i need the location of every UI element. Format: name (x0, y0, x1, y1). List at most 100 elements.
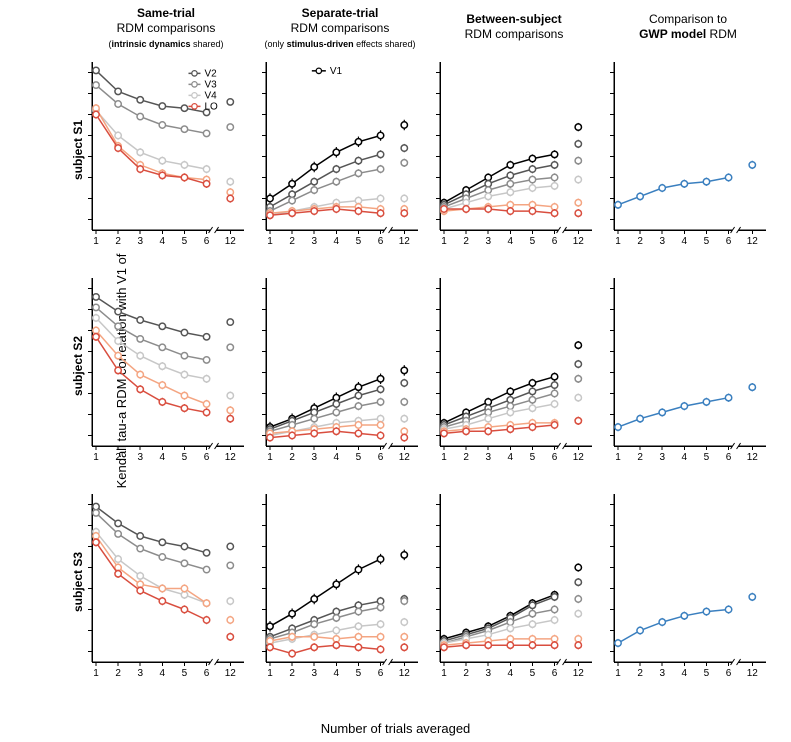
x-tick-label: 1 (93, 236, 99, 247)
x-tick-label: 5 (356, 668, 362, 679)
x-tick-label: 2 (115, 452, 121, 463)
series-V3 (270, 607, 381, 639)
marker (507, 409, 513, 415)
x-tick-label: 2 (637, 452, 643, 463)
series-GWP (618, 398, 729, 427)
x-tick-label: 4 (508, 236, 514, 247)
x-tick-label: 1 (615, 668, 621, 679)
marker (485, 193, 491, 199)
marker (441, 206, 447, 212)
marker (703, 179, 709, 185)
figure-root: Kendall tau-a RDM correlation with V1 of… (0, 0, 791, 742)
x-tick-label: 3 (659, 452, 665, 463)
x-tick-label: 12 (573, 452, 585, 463)
marker (551, 382, 557, 388)
marker (529, 611, 535, 617)
marker (615, 640, 621, 646)
marker (575, 210, 581, 216)
series-LO2 (96, 542, 207, 620)
marker (159, 172, 165, 178)
marker (93, 315, 99, 321)
marker (333, 149, 339, 155)
marker (401, 619, 407, 625)
marker (159, 554, 165, 560)
marker (725, 174, 731, 180)
series-V3 (444, 610, 555, 644)
col-title-separate-trial: Separate-trialRDM comparisons(only stimu… (260, 6, 420, 51)
x-tick-label: 1 (441, 236, 447, 247)
marker (637, 627, 643, 633)
marker (659, 185, 665, 191)
marker (203, 376, 209, 382)
marker (333, 166, 339, 172)
marker (551, 151, 557, 157)
x-tick-label: 12 (747, 668, 759, 679)
marker (575, 596, 581, 602)
marker (355, 392, 361, 398)
marker (575, 579, 581, 585)
marker (311, 164, 317, 170)
marker (507, 181, 513, 187)
x-tick-label: 3 (659, 668, 665, 679)
marker (227, 124, 233, 130)
x-tick-label: 6 (378, 236, 384, 247)
marker (355, 158, 361, 164)
x-tick-label: 5 (704, 668, 710, 679)
series-LO2 (96, 115, 207, 184)
x-tick-label: 6 (726, 668, 732, 679)
x-tick-label: 12 (573, 668, 585, 679)
series-LO2 (444, 209, 555, 213)
marker (93, 503, 99, 509)
marker (377, 556, 383, 562)
series-V3 (444, 394, 555, 428)
x-tick-label: 1 (441, 452, 447, 463)
marker (137, 371, 143, 377)
marker (485, 642, 491, 648)
marker (227, 416, 233, 422)
marker (333, 581, 339, 587)
marker (181, 329, 187, 335)
series-V2 (270, 601, 381, 637)
marker (507, 625, 513, 631)
marker (355, 608, 361, 614)
x-tick-label: 3 (137, 452, 143, 463)
marker (137, 113, 143, 119)
marker (551, 390, 557, 396)
x-tick-label: 2 (463, 452, 469, 463)
marker (485, 206, 491, 212)
marker (507, 426, 513, 432)
row-label-s3: subject S3 (71, 552, 85, 612)
marker (575, 642, 581, 648)
marker (507, 162, 513, 168)
marker (529, 185, 535, 191)
marker (575, 124, 581, 130)
marker (289, 197, 295, 203)
marker (441, 644, 447, 650)
marker (507, 172, 513, 178)
x-tick-label: 5 (356, 452, 362, 463)
marker (355, 403, 361, 409)
marker (355, 566, 361, 572)
series-LO (96, 331, 207, 405)
marker (507, 388, 513, 394)
panel-gwp-S1: 12345612 (608, 56, 768, 256)
marker (703, 399, 709, 405)
marker (159, 598, 165, 604)
marker (181, 543, 187, 549)
legend-item: V2 (204, 68, 217, 79)
x-tick-label: 2 (463, 236, 469, 247)
marker (355, 623, 361, 629)
x-tick-label: 5 (530, 236, 536, 247)
marker (333, 627, 339, 633)
legend-item: V3 (204, 79, 217, 90)
marker (355, 139, 361, 145)
marker (575, 158, 581, 164)
marker (181, 371, 187, 377)
x-tick-label: 5 (182, 236, 188, 247)
series-GWP (618, 610, 729, 644)
series-LO (96, 108, 207, 179)
marker (159, 539, 165, 545)
x-tick-label: 1 (615, 452, 621, 463)
panel-sep-S1: 12345612V1 (260, 56, 420, 256)
x-tick-label: 3 (137, 236, 143, 247)
